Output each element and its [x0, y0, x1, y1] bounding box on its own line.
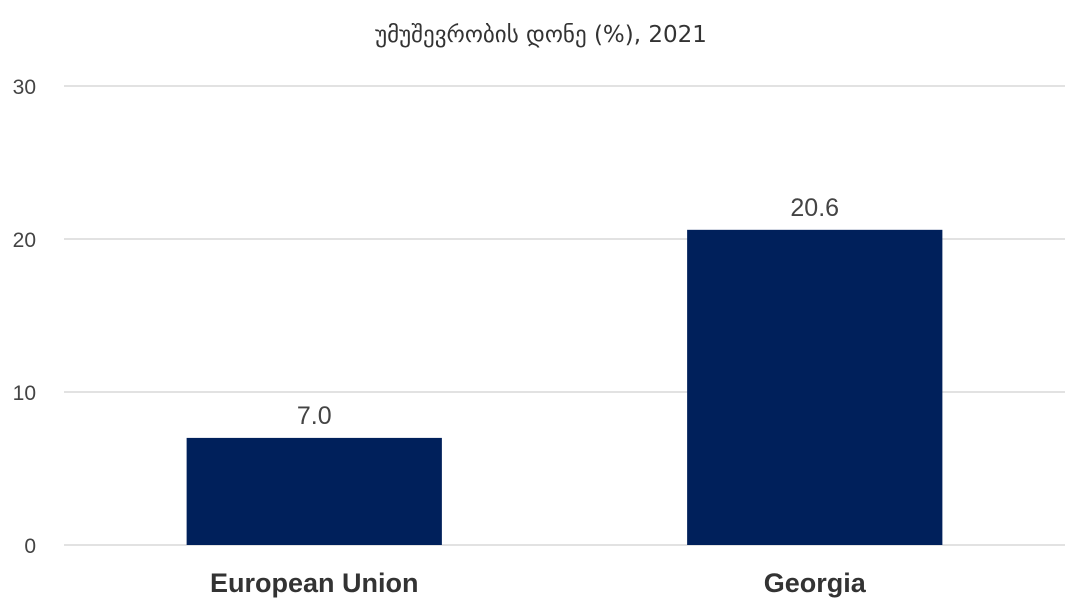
- x-axis-categories: European Union Georgia: [210, 568, 867, 598]
- bars: [186, 229, 943, 545]
- bar: [687, 229, 943, 545]
- bar: [186, 437, 442, 545]
- y-tick-label: 20: [13, 229, 36, 252]
- y-axis-ticks: 0 10 20 30: [13, 76, 36, 558]
- data-labels: 7.0 20.6: [297, 194, 839, 430]
- chart-title: უმუშევრობის დონე (%), 2021: [375, 22, 707, 48]
- data-label: 7.0: [297, 402, 332, 430]
- x-category-label: Georgia: [764, 568, 867, 598]
- y-tick-label: 30: [13, 76, 36, 99]
- data-label: 20.6: [790, 194, 839, 222]
- x-category-label: European Union: [210, 568, 419, 598]
- y-tick-label: 10: [13, 382, 36, 405]
- y-tick-label: 0: [24, 535, 36, 558]
